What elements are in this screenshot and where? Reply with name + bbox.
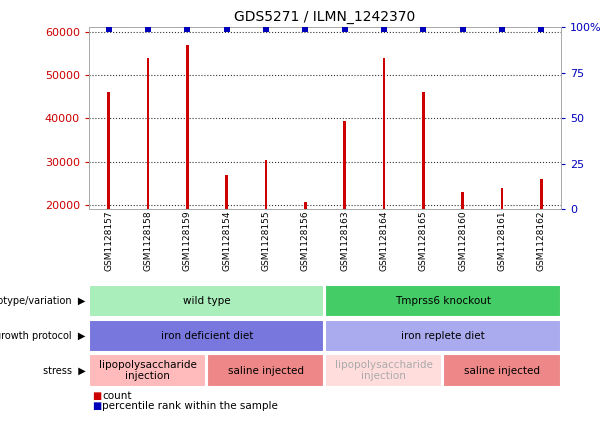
Point [458, 26, 468, 33]
Text: growth protocol  ▶: growth protocol ▶ [0, 331, 86, 341]
Bar [207, 354, 324, 387]
Text: count: count [102, 391, 132, 401]
Point [182, 26, 192, 33]
Point [379, 26, 389, 33]
Bar [186, 45, 189, 209]
Bar [107, 93, 110, 209]
Bar [89, 320, 324, 352]
Text: lipopolysaccharide
injection: lipopolysaccharide injection [335, 360, 433, 382]
Text: Tmprss6 knockout: Tmprss6 knockout [395, 296, 491, 306]
Bar [147, 58, 149, 209]
Text: saline injected: saline injected [228, 365, 304, 376]
Point [261, 26, 271, 33]
Bar [383, 58, 385, 209]
Bar [501, 188, 503, 209]
Bar [422, 93, 425, 209]
Bar [461, 192, 464, 209]
Text: iron deficient diet: iron deficient diet [161, 331, 253, 341]
Point [418, 26, 428, 33]
Point [536, 26, 546, 33]
Text: lipopolysaccharide
injection: lipopolysaccharide injection [99, 360, 197, 382]
Point [300, 26, 310, 33]
Title: GDS5271 / ILMN_1242370: GDS5271 / ILMN_1242370 [234, 10, 416, 24]
Bar [265, 159, 267, 209]
Bar [540, 179, 543, 209]
Text: percentile rank within the sample: percentile rank within the sample [102, 401, 278, 411]
Text: genotype/variation  ▶: genotype/variation ▶ [0, 296, 86, 306]
Bar [326, 285, 560, 317]
Text: stress  ▶: stress ▶ [43, 365, 86, 376]
Bar [326, 354, 443, 387]
Bar [89, 354, 207, 387]
Bar [89, 285, 324, 317]
Point [497, 26, 507, 33]
Text: saline injected: saline injected [464, 365, 540, 376]
Bar [304, 202, 306, 209]
Point [143, 26, 153, 33]
Text: iron replete diet: iron replete diet [401, 331, 485, 341]
Point [104, 26, 113, 33]
Bar [225, 175, 228, 209]
Text: ■: ■ [92, 401, 101, 411]
Text: wild type: wild type [183, 296, 230, 306]
Bar [326, 320, 560, 352]
Point [340, 26, 349, 33]
Bar [343, 121, 346, 209]
Point [222, 26, 232, 33]
Text: ■: ■ [92, 391, 101, 401]
Bar [443, 354, 560, 387]
